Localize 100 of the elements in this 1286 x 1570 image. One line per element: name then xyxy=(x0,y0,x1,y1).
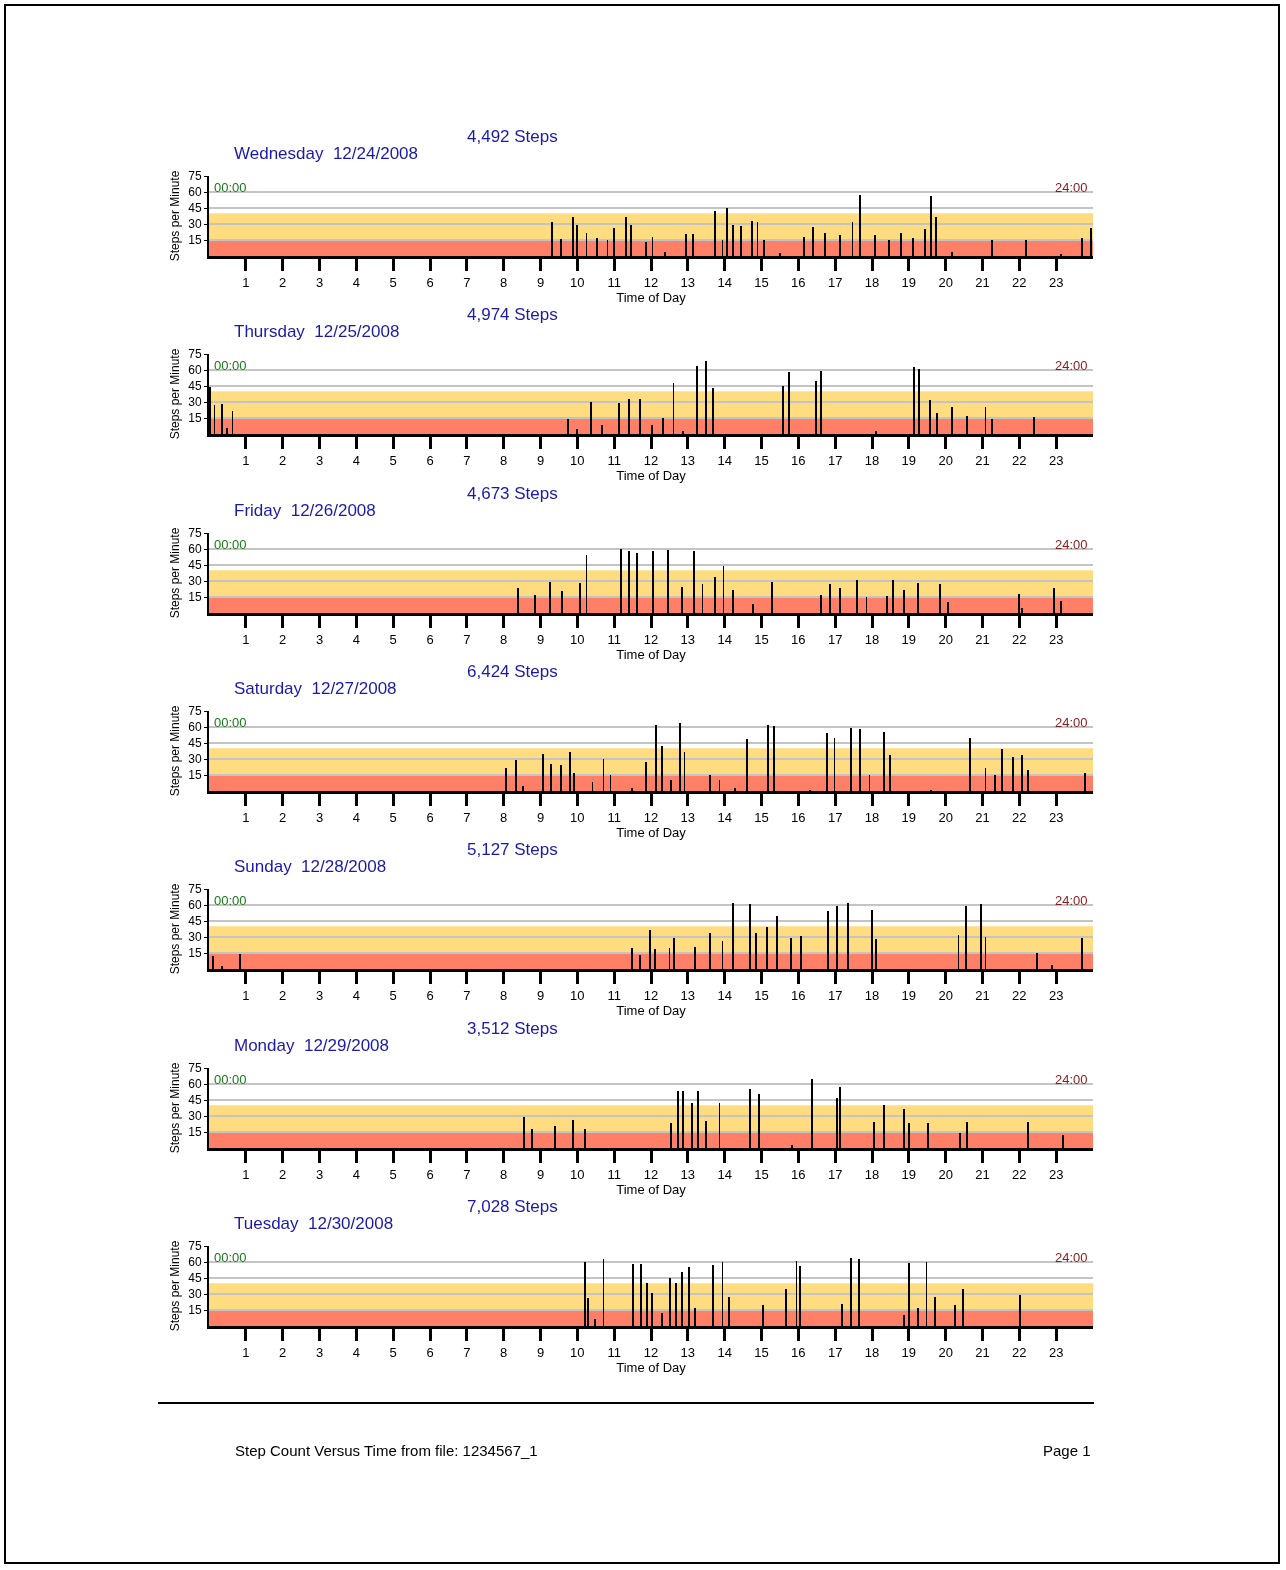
y-tick-label: 30 xyxy=(188,1108,202,1123)
x-tick-label: 7 xyxy=(463,631,471,647)
x-tick-label: 21 xyxy=(975,987,990,1003)
x-tick-label: 19 xyxy=(901,274,917,290)
chart-subtitle: 3,512 Steps xyxy=(467,1018,558,1038)
x-tick-label: 17 xyxy=(827,631,843,647)
x-tick-label: 3 xyxy=(315,1166,324,1182)
x-tick-label: 19 xyxy=(901,809,917,825)
y-axis-title: Steps per Minute xyxy=(168,348,183,440)
y-tick-label: 75 xyxy=(188,347,202,362)
x-tick-label: 17 xyxy=(827,1344,843,1360)
x-tick-label: 9 xyxy=(536,987,545,1003)
x-tick-label: 20 xyxy=(938,1166,953,1182)
chart-title: Wednesday 12/24/2008 xyxy=(234,143,418,163)
x-tick-label: 8 xyxy=(500,452,508,468)
x-tick-label: 14 xyxy=(717,987,732,1003)
x-tick-label: 17 xyxy=(827,452,843,468)
y-tick-label: 75 xyxy=(188,1060,202,1075)
y-tick-label: 75 xyxy=(188,525,202,540)
x-tick-label: 7 xyxy=(463,809,471,825)
x-tick-label: 15 xyxy=(754,987,769,1003)
x-tick-label: 18 xyxy=(864,987,880,1003)
chart-subtitle: 7,028 Steps xyxy=(467,1196,558,1216)
x-tick-label: 9 xyxy=(536,809,545,825)
x-tick-label: 21 xyxy=(975,809,990,825)
chart-title: Tuesday 12/30/2008 xyxy=(234,1213,394,1233)
x-tick-label: 15 xyxy=(754,1344,769,1360)
annotation: 00:00 xyxy=(214,180,247,195)
y-axis-title: Steps per Minute xyxy=(168,883,183,975)
annotation: 24:00 xyxy=(1055,893,1088,909)
x-tick-label: 20 xyxy=(938,809,953,825)
y-tick-label: 30 xyxy=(188,930,202,945)
text: Step Count Versus Time from file: 1234567_1 xyxy=(235,1441,538,1459)
x-tick-label: 18 xyxy=(864,452,880,468)
y-tick-label: 15 xyxy=(188,1303,202,1317)
x-tick-label: 11 xyxy=(607,274,621,290)
x-tick-label: 13 xyxy=(680,987,696,1003)
x-tick-label: 4 xyxy=(352,987,360,1003)
x-tick-label: 20 xyxy=(938,274,953,290)
x-tick-label: 9 xyxy=(536,274,545,290)
x-tick-label: 16 xyxy=(791,452,806,468)
annotation: 24:00 xyxy=(1055,180,1088,195)
x-tick-label: 6 xyxy=(426,274,434,290)
y-tick-label: 75 xyxy=(188,1239,202,1253)
x-tick-label: 18 xyxy=(864,1344,880,1360)
x-tick-label: 5 xyxy=(389,809,397,825)
x-tick-label: 3 xyxy=(315,809,324,825)
chart-title: Saturday 12/27/2008 xyxy=(234,678,397,698)
x-tick-label: 8 xyxy=(500,1344,508,1360)
y-tick-label: 60 xyxy=(188,1076,202,1091)
x-tick-label: 1 xyxy=(242,987,250,1003)
x-tick-label: 2 xyxy=(279,987,287,1003)
x-tick-label: 3 xyxy=(315,631,324,647)
x-tick-label: 4 xyxy=(352,452,360,468)
x-axis-title: Time of Day xyxy=(616,1181,687,1197)
x-tick-label: 9 xyxy=(536,452,545,468)
x-tick-label: 14 xyxy=(717,631,732,647)
x-tick-label: 4 xyxy=(352,809,360,825)
x-tick-label: 9 xyxy=(536,631,545,647)
x-tick-label: 5 xyxy=(389,452,397,468)
x-tick-label: 6 xyxy=(426,452,434,468)
x-tick-label: 1 xyxy=(242,274,250,290)
x-tick-label: 22 xyxy=(1012,274,1027,290)
x-tick-label: 23 xyxy=(1048,809,1064,825)
y-tick-label: 30 xyxy=(188,573,202,588)
y-tick-label: 30 xyxy=(188,752,202,767)
x-tick-label: 7 xyxy=(463,452,471,468)
annotation: 24:00 xyxy=(1055,358,1088,374)
y-tick-label: 75 xyxy=(188,704,202,719)
x-tick-label: 17 xyxy=(827,274,843,290)
x-tick-label: 6 xyxy=(426,987,434,1003)
x-tick-label: 5 xyxy=(389,631,397,647)
x-tick-label: 11 xyxy=(607,987,621,1003)
annotation: 24:00 xyxy=(1055,1249,1088,1265)
x-tick-label: 23 xyxy=(1048,274,1064,290)
x-tick-label: 4 xyxy=(352,1344,360,1360)
x-tick-label: 17 xyxy=(827,1166,843,1182)
x-tick-label: 7 xyxy=(463,1166,471,1182)
x-tick-label: 13 xyxy=(680,1166,696,1182)
annotation: 00:00 xyxy=(214,893,247,909)
y-tick-label: 45 xyxy=(188,1092,202,1107)
x-tick-label: 20 xyxy=(938,631,953,647)
x-tick-label: 16 xyxy=(791,1344,806,1360)
x-tick-label: 5 xyxy=(389,274,397,290)
x-tick-label: 14 xyxy=(717,809,732,825)
x-tick-label: 6 xyxy=(426,1344,434,1360)
y-tick-label: 75 xyxy=(188,882,202,897)
y-axis-title: Steps per Minute xyxy=(168,526,183,618)
x-tick-label: 7 xyxy=(463,1344,471,1360)
x-tick-label: 1 xyxy=(242,809,250,825)
x-tick-label: 10 xyxy=(570,452,585,468)
x-tick-label: 11 xyxy=(607,1344,621,1360)
y-tick-label: 15 xyxy=(188,946,202,961)
x-tick-label: 11 xyxy=(607,1166,621,1182)
x-tick-label: 3 xyxy=(315,452,324,468)
x-tick-label: 8 xyxy=(500,631,508,647)
x-tick-label: 8 xyxy=(500,1166,508,1182)
y-tick-label: 60 xyxy=(188,1255,202,1269)
y-tick-label: 45 xyxy=(188,1271,202,1285)
x-axis-title: Time of Day xyxy=(616,289,687,305)
